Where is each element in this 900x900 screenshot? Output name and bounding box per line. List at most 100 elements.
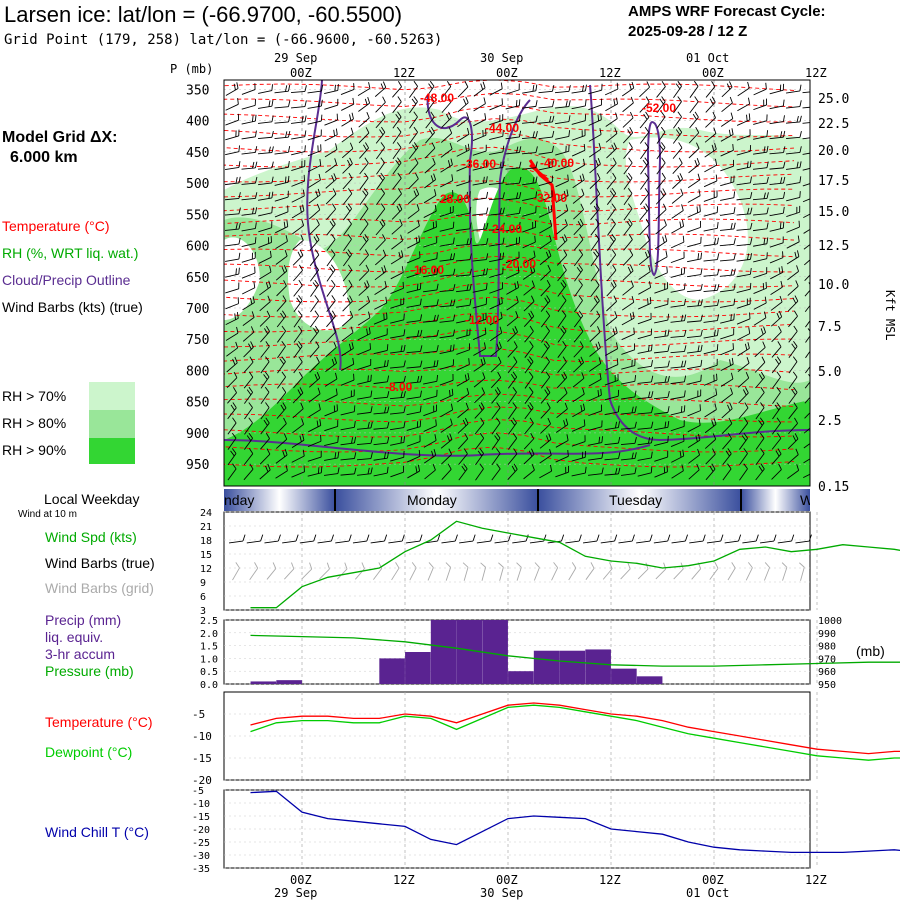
wind-barb (703, 206, 719, 217)
wind-barb (472, 253, 489, 262)
wind-barb (390, 297, 405, 309)
wind-barb (257, 115, 274, 124)
height-tick-label: 2.5 (818, 414, 841, 429)
wind-barb (770, 280, 783, 296)
wind-barb (639, 188, 650, 205)
wind-barb (439, 374, 454, 386)
wind-barb (555, 174, 569, 188)
grid-wind-barb (516, 562, 522, 581)
wind-barb (359, 233, 369, 251)
surface-wind-barb (246, 534, 264, 544)
wind-barb (788, 325, 798, 343)
grid-wind-barb (637, 562, 649, 580)
wind-barb (588, 436, 604, 446)
pressure-tick-label: 350 (186, 83, 209, 98)
weekday-monday: Monday (407, 492, 457, 508)
wind-barb (423, 389, 438, 401)
wind-barb (456, 372, 470, 387)
wind-barb (538, 85, 555, 94)
wind-barb (539, 219, 553, 234)
wind-barb (621, 327, 635, 341)
wind-barb (769, 99, 785, 110)
wind-barb (224, 237, 241, 247)
wind-barb (755, 371, 765, 389)
wind-barb (505, 266, 520, 279)
wind-barb (522, 265, 536, 280)
wind-barb (259, 295, 271, 312)
wind-barb (291, 189, 305, 203)
wind-barb (409, 96, 418, 114)
wind-barb (373, 391, 390, 400)
wind-barb (703, 373, 718, 386)
wind-barb (588, 388, 602, 402)
pressure-tick-label: 400 (186, 115, 209, 130)
wind-barb (457, 112, 470, 128)
wind-barb (358, 280, 370, 296)
wind-barb (637, 296, 652, 310)
wind-barb (325, 158, 338, 174)
wind-barb (687, 236, 702, 248)
wind-barb (573, 310, 584, 328)
wind-barb (342, 264, 353, 282)
wind-barb (456, 343, 471, 355)
wind-barb (571, 84, 587, 94)
wind-barb (488, 192, 505, 201)
wind-barb (473, 342, 487, 356)
wind-barb (309, 234, 320, 251)
wind-barb (771, 325, 782, 343)
wind-barb (523, 295, 535, 312)
temperature-contour (224, 105, 795, 123)
wind-barb (737, 81, 750, 97)
wind-barb (703, 358, 718, 370)
wind-barb (473, 113, 487, 127)
wind-barb (473, 97, 486, 112)
forecast-cycle-label: AMPS WRF Forecast Cycle: (628, 3, 826, 20)
wind-barb (227, 402, 237, 420)
wind-barb (457, 96, 469, 113)
wind-barb (769, 191, 786, 201)
wind-barb (389, 391, 406, 400)
wind-barb (424, 157, 436, 174)
wind-barb (739, 463, 748, 481)
wind-barb (226, 356, 238, 373)
wind-barb (308, 173, 321, 188)
wind-barb (389, 360, 406, 369)
wind-barb (307, 434, 322, 447)
wind-barb (227, 463, 237, 481)
wind-barb (356, 452, 373, 461)
wind-barb (293, 279, 303, 297)
wind-barb (489, 145, 505, 155)
grid-wind-barb (799, 562, 805, 581)
wind-barb (670, 235, 685, 249)
wind-barb (458, 448, 468, 465)
wind-barb (656, 126, 666, 144)
rh90-swatch (89, 438, 135, 464)
wind-barb (340, 405, 356, 416)
wind-barb (670, 420, 685, 432)
precip-tick-label: 0.0 (200, 680, 218, 691)
wind-speed-line (250, 520, 900, 609)
wind-barb (244, 417, 253, 435)
legend-wind-spd: Wind Spd (kts) (45, 529, 137, 545)
wind-barb (589, 310, 601, 327)
wind-barb (605, 326, 618, 342)
grid-wind-barb (727, 562, 736, 581)
wind-barb (241, 83, 256, 95)
wind-barb (375, 203, 386, 221)
wind-barb (275, 448, 288, 464)
wind-barb (736, 160, 752, 171)
wind-barb (241, 266, 256, 279)
wind-barb (736, 207, 753, 216)
wind-barb (538, 100, 555, 109)
wind-barb (474, 387, 485, 404)
wind-barb (720, 191, 736, 201)
wind-barb (456, 222, 472, 232)
wind-barb (341, 310, 354, 327)
wind-barb (703, 190, 718, 202)
wind-barb (538, 175, 554, 187)
surface-wind-barb (653, 534, 671, 544)
wind-barb (440, 403, 454, 418)
wind-barb (656, 172, 666, 190)
wind-barb (538, 205, 553, 218)
grid-wind-barb (301, 562, 313, 580)
